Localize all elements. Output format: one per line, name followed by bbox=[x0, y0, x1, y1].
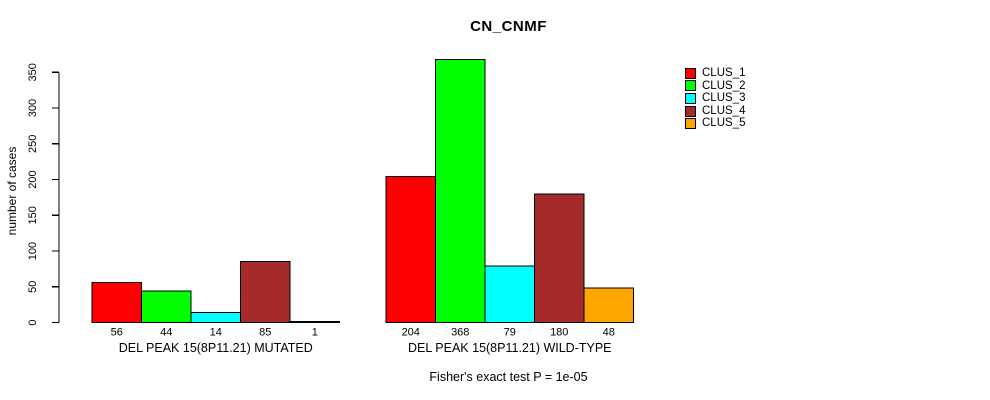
legend-item-clus_1: CLUS_1 bbox=[685, 67, 745, 80]
legend-swatch-clus_4 bbox=[685, 105, 696, 117]
bar-clus_1-group2 bbox=[385, 176, 436, 323]
legend-label: CLUS_3 bbox=[702, 92, 746, 105]
legend-label: CLUS_5 bbox=[702, 117, 746, 130]
legend-swatch-clus_1 bbox=[685, 67, 696, 79]
y-axis-tick-label: 50 bbox=[27, 281, 39, 293]
legend-swatch-clus_2 bbox=[685, 80, 696, 92]
y-axis-tick-label: 350 bbox=[27, 63, 39, 81]
bar-value-label: 44 bbox=[160, 327, 172, 339]
bar-clus_5-group1 bbox=[289, 321, 340, 324]
bar-value-label: 14 bbox=[210, 327, 222, 339]
legend-item-clus_3: CLUS_3 bbox=[685, 92, 745, 105]
bar-clus_4-group2 bbox=[534, 193, 585, 323]
bar-clus_2-group1 bbox=[141, 290, 192, 324]
bar-value-label: 79 bbox=[504, 327, 516, 339]
bar-value-label: 204 bbox=[402, 327, 420, 339]
group-label-2: DEL PEAK 15(8P11.21) WILD-TYPE bbox=[408, 341, 612, 355]
legend-label: CLUS_2 bbox=[702, 79, 746, 92]
legend-swatch-clus_5 bbox=[685, 118, 696, 130]
y-axis-tick-label: 150 bbox=[27, 206, 39, 224]
chart-title: CN_CNMF bbox=[470, 18, 547, 35]
group-label-1: DEL PEAK 15(8P11.21) MUTATED bbox=[119, 341, 313, 355]
legend-item-clus_4: CLUS_4 bbox=[685, 105, 745, 118]
bar-value-label: 85 bbox=[259, 327, 271, 339]
chart-legend: CLUS_1 CLUS_2 CLUS_3 CLUS_4 CLUS_5 bbox=[685, 67, 745, 130]
legend-item-clus_5: CLUS_5 bbox=[685, 117, 745, 130]
bar-value-label: 180 bbox=[550, 327, 568, 339]
bar-clus_4-group1 bbox=[240, 261, 291, 324]
legend-label: CLUS_4 bbox=[702, 104, 746, 117]
legend-item-clus_2: CLUS_2 bbox=[685, 80, 745, 93]
bar-clus_1-group1 bbox=[91, 281, 142, 323]
y-axis-tick-label: 300 bbox=[27, 99, 39, 117]
bar-clus_3-group2 bbox=[484, 265, 535, 324]
fisher-test-annotation: Fisher's exact test P = 1e-05 bbox=[429, 370, 588, 384]
bar-clus_2-group2 bbox=[435, 58, 486, 323]
legend-label: CLUS_1 bbox=[702, 67, 746, 79]
bar-value-label: 368 bbox=[451, 327, 469, 339]
bar-value-label: 56 bbox=[111, 327, 123, 339]
bar-clus_3-group1 bbox=[190, 311, 241, 323]
bar-clus_5-group2 bbox=[583, 287, 634, 323]
bar-value-label: 48 bbox=[603, 327, 615, 339]
y-axis-tick-label: 100 bbox=[27, 242, 39, 260]
y-axis-tick-label: 250 bbox=[27, 135, 39, 153]
legend-swatch-clus_3 bbox=[685, 92, 696, 104]
y-axis-tick-label: 0 bbox=[27, 319, 39, 325]
bar-value-label: 1 bbox=[312, 327, 318, 339]
y-axis-tick-label: 200 bbox=[27, 170, 39, 188]
